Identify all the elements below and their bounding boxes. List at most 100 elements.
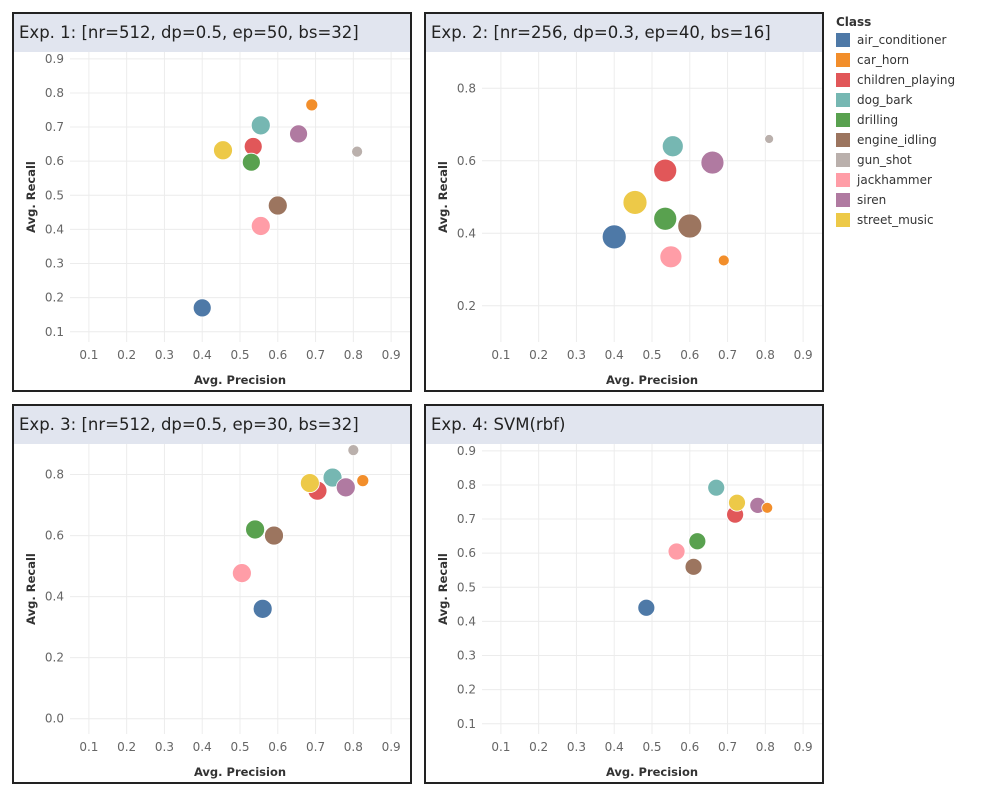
data-point-street-music <box>728 493 746 512</box>
scatter-plot: 0.1 0.2 0.3 0.4 0.5 0.6 0.7 0.8 0.9 0.0 0.2 0.4 0.6 0… <box>24 444 410 779</box>
data-point-engine-idling <box>264 525 284 546</box>
legend-swatch <box>836 93 850 107</box>
y-tick-label: 0.1 <box>45 325 64 339</box>
x-tick-label: 0.2 <box>529 740 548 754</box>
y-tick-label: 0.7 <box>457 512 476 526</box>
data-point-gun-shot <box>764 134 775 144</box>
legend: Class air_conditioner car_horn children_… <box>836 14 996 230</box>
data-point-siren <box>700 150 725 175</box>
data-point-engine-idling <box>677 213 703 239</box>
data-point-car-horn <box>356 474 370 488</box>
legend-label: siren <box>857 193 887 207</box>
x-tick-label: 0.3 <box>567 740 586 754</box>
data-point-street-music <box>299 473 320 493</box>
y-tick-label: 0.2 <box>45 651 64 665</box>
y-tick-label: 0.3 <box>457 649 476 663</box>
legend-item-children-playing[interactable]: children_playing <box>836 70 996 90</box>
data-point-car-horn <box>305 98 319 112</box>
data-point-dog-bark <box>661 135 684 158</box>
x-tick-label: 0.5 <box>642 348 661 362</box>
x-tick-label: 0.9 <box>382 348 401 362</box>
legend-label: drilling <box>857 113 899 127</box>
legend-swatch <box>836 73 850 87</box>
scatter-plot: 0.1 0.2 0.3 0.4 0.5 0.6 0.7 0.8 0.9 0.1 0.2 0.3 0.4 0… <box>436 444 822 779</box>
x-tick-label: 0.8 <box>344 348 363 362</box>
y-axis-title: Avg. Recall <box>24 161 38 233</box>
legend-item-air-conditioner[interactable]: air_conditioner <box>836 30 996 50</box>
x-tick-label: 0.1 <box>491 740 510 754</box>
x-tick-label: 0.1 <box>79 348 98 362</box>
legend-title: Class <box>836 15 872 29</box>
x-tick-label: 0.9 <box>382 740 401 754</box>
x-tick-label: 0.8 <box>756 348 775 362</box>
scatter-plot: 0.1 0.2 0.3 0.4 0.5 0.6 0.7 0.8 0.9 0.1 0.2 0.3 0.4 0… <box>24 52 410 387</box>
y-tick-label: 0.5 <box>457 580 476 594</box>
y-tick-label: 0.2 <box>457 683 476 697</box>
data-point-jackhammer <box>659 245 683 269</box>
x-tick-label: 0.4 <box>605 348 624 362</box>
legend-label: children_playing <box>857 73 956 87</box>
x-tick-label: 0.6 <box>268 348 287 362</box>
y-tick-label: 0.6 <box>45 529 64 543</box>
data-point-dog-bark <box>707 478 726 497</box>
y-axis-title: Avg. Recall <box>24 553 38 625</box>
y-tick-label: 0.4 <box>45 222 64 236</box>
legend-swatch <box>836 153 850 167</box>
data-point-drilling <box>653 206 678 231</box>
chart-title: Exp. 2: [nr=256, dp=0.3, ep=40, bs=16] <box>426 14 822 52</box>
x-tick-label: 0.5 <box>642 740 661 754</box>
y-tick-label: 0.4 <box>457 226 476 240</box>
chart-title: Exp. 1: [nr=512, dp=0.5, ep=50, bs=32] <box>14 14 410 52</box>
y-tick-label: 0.0 <box>45 712 64 726</box>
legend-swatch <box>836 133 850 147</box>
y-tick-label: 0.5 <box>45 188 64 202</box>
data-point-air-conditioner <box>601 224 627 250</box>
y-tick-label: 0.4 <box>457 614 476 628</box>
data-point-drilling <box>688 532 707 551</box>
x-tick-label: 0.2 <box>117 348 136 362</box>
legend-item-drilling[interactable]: drilling <box>836 110 996 130</box>
x-tick-label: 0.6 <box>680 348 699 362</box>
y-tick-label: 0.8 <box>45 86 64 100</box>
chart-panel-exp4: Exp. 4: SVM(rbf) 0.1 0.2 0.3 0.4 0.5 0.6 0.7 0.… <box>424 404 824 784</box>
legend-item-siren[interactable]: siren <box>836 190 996 210</box>
y-tick-label: 0.2 <box>45 291 64 305</box>
legend-item-car-horn[interactable]: car_horn <box>836 50 996 70</box>
x-tick-label: 0.7 <box>718 348 737 362</box>
data-point-siren <box>335 477 356 498</box>
legend-swatch <box>836 173 850 187</box>
data-point-engine-idling <box>684 557 703 576</box>
y-tick-label: 0.2 <box>457 299 476 313</box>
data-point-engine-idling <box>267 195 288 216</box>
data-point-drilling <box>241 152 261 172</box>
data-point-jackhammer <box>667 542 686 561</box>
chart-panel-exp1: Exp. 1: [nr=512, dp=0.5, ep=50, bs=32] 0… <box>12 12 412 392</box>
legend-label: dog_bark <box>857 93 913 107</box>
legend-item-jackhammer[interactable]: jackhammer <box>836 170 996 190</box>
legend-label: air_conditioner <box>857 33 947 47</box>
y-tick-label: 0.8 <box>457 81 476 95</box>
legend-item-street-music[interactable]: street_music <box>836 210 996 230</box>
legend-label: street_music <box>857 213 934 227</box>
legend-item-gun-shot[interactable]: gun_shot <box>836 150 996 170</box>
data-point-children-playing <box>653 158 678 183</box>
y-axis-title: Avg. Recall <box>436 161 450 233</box>
x-tick-label: 0.8 <box>344 740 363 754</box>
x-tick-label: 0.8 <box>756 740 775 754</box>
data-point-air-conditioner <box>252 598 273 619</box>
scatter-plot: 0.1 0.2 0.3 0.4 0.5 0.6 0.7 0.8 0.9 0.2 0.4 0.6 0.8 A… <box>436 52 822 387</box>
y-tick-label: 0.3 <box>45 257 64 271</box>
x-tick-label: 0.3 <box>567 348 586 362</box>
x-axis-title: Avg. Precision <box>194 765 286 779</box>
legend-item-engine-idling[interactable]: engine_idling <box>836 130 996 150</box>
y-tick-label: 0.8 <box>45 468 64 482</box>
y-tick-label: 0.9 <box>457 444 476 458</box>
legend-label: engine_idling <box>857 133 937 147</box>
y-tick-label: 0.6 <box>457 154 476 168</box>
x-tick-label: 0.3 <box>155 740 174 754</box>
y-tick-label: 0.1 <box>457 717 476 731</box>
data-point-gun-shot <box>347 444 360 457</box>
legend-item-dog-bark[interactable]: dog_bark <box>836 90 996 110</box>
data-point-dog-bark <box>250 115 271 136</box>
y-tick-label: 0.4 <box>45 590 64 604</box>
